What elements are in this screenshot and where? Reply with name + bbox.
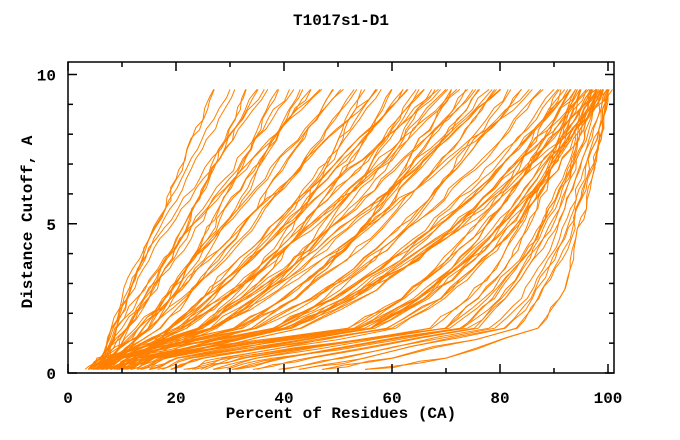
model-curve: [97, 89, 544, 370]
x-tick-label: 40: [274, 390, 293, 408]
x-tick-label: 0: [63, 390, 73, 408]
model-curve: [125, 89, 601, 370]
x-tick-label: 60: [382, 390, 401, 408]
model-curve: [233, 89, 591, 370]
x-axis-label: Percent of Residues (CA): [225, 405, 457, 423]
chart-title: T1017s1-D1: [292, 12, 389, 30]
model-curve: [116, 89, 477, 370]
model-curve: [322, 89, 610, 370]
y-tick-label: 10: [37, 68, 56, 86]
y-axis-ticks: [68, 73, 614, 374]
model-curve: [365, 89, 609, 370]
model-curve: [115, 89, 530, 370]
model-curve: [171, 89, 605, 370]
model-curve: [88, 89, 290, 370]
model-curve: [183, 89, 593, 370]
model-curve: [95, 89, 461, 370]
model-curve: [148, 89, 598, 370]
model-curve: [96, 89, 258, 370]
model-curve: [127, 89, 490, 370]
x-tick-label: 20: [166, 390, 185, 408]
model-curve: [94, 89, 342, 370]
model-curve: [97, 89, 377, 370]
model-curve: [94, 89, 542, 370]
x-tick-label: 100: [594, 390, 623, 408]
model-curve: [170, 89, 603, 370]
plot-frame: [67, 61, 615, 374]
x-tick-labels: 0 20 40 60 80 100: [63, 390, 622, 408]
model-curve: [110, 89, 502, 370]
model-curve: [150, 89, 600, 370]
model-curve: [87, 89, 247, 370]
model-curve: [89, 89, 265, 370]
model-curve: [193, 89, 578, 370]
model-curve: [226, 89, 604, 370]
model-curve: [187, 89, 597, 370]
model-curve: [92, 89, 295, 370]
model-curve: [114, 89, 587, 370]
y-tick-label: 0: [46, 366, 56, 384]
model-curve: [101, 89, 613, 370]
model-curve: [130, 89, 493, 370]
model-curve: [161, 89, 592, 370]
x-tick-label: 80: [490, 390, 509, 408]
model-curve: [92, 89, 323, 370]
model-curve: [204, 89, 602, 370]
model-curve: [102, 89, 334, 370]
model-curve: [118, 89, 533, 370]
model-curve: [90, 89, 358, 370]
model-curve: [131, 89, 593, 370]
model-curve: [92, 89, 231, 370]
y-tick-label: 5: [46, 217, 56, 235]
model-curves: [84, 89, 613, 370]
model-curve: [298, 89, 608, 370]
x-axis-ticks: [67, 62, 609, 373]
model-curve: [109, 89, 501, 370]
model-curve: [98, 89, 481, 370]
model-curve: [141, 89, 578, 370]
model-curve: [105, 89, 522, 370]
model-curve: [88, 89, 355, 370]
model-curve: [106, 89, 572, 370]
model-curve: [300, 89, 609, 370]
y-tick-labels: 0 5 10: [37, 68, 56, 385]
model-curve: [103, 89, 449, 370]
model-curve: [278, 89, 604, 370]
model-curve: [231, 89, 609, 370]
model-curve: [90, 89, 321, 370]
